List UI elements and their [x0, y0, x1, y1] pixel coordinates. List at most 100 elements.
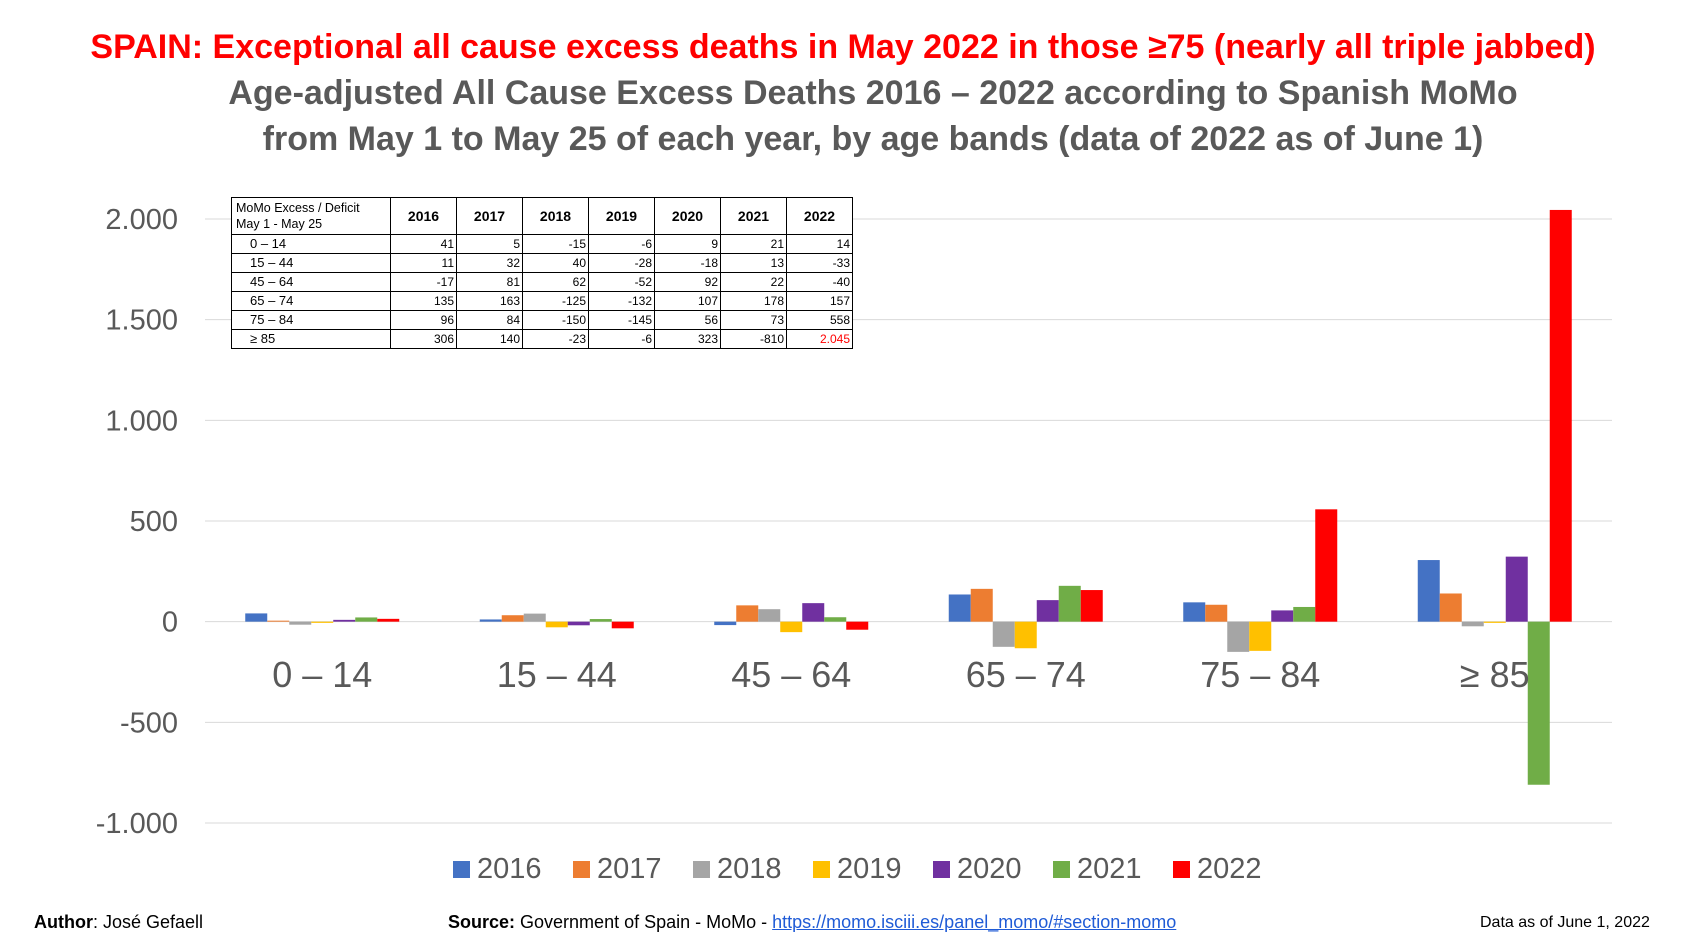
legend-label: 2020	[957, 853, 1022, 885]
y-tick-label: 1.000	[105, 405, 178, 437]
table-cell: 56	[654, 310, 721, 330]
x-category-label: 75 – 84	[1200, 654, 1320, 695]
table-cell: 5	[456, 234, 523, 254]
bar-2019	[311, 621, 334, 623]
table-header-line2: May 1 - May 25	[236, 217, 323, 231]
table-cell: 96	[390, 310, 457, 330]
table-cell: 11	[390, 253, 457, 273]
bar-2022	[611, 621, 634, 629]
table-year-header: 2020	[654, 197, 721, 235]
legend-label: 2022	[1197, 853, 1262, 885]
table-cell: -40	[786, 272, 853, 292]
author-name: : José Gefaell	[92, 912, 204, 932]
bar-2016	[1183, 602, 1206, 622]
bar-2021	[1527, 621, 1550, 785]
legend-swatch-2017	[573, 861, 590, 878]
table-cell: 41	[390, 234, 457, 254]
legend-swatch-2016	[453, 861, 470, 878]
y-tick-label: 1.500	[105, 305, 178, 337]
bar-2021	[1058, 585, 1081, 622]
legend-swatch-2020	[933, 861, 950, 878]
bar-2016	[714, 621, 737, 626]
table-year-header: 2017	[456, 197, 523, 235]
bar-2022	[1315, 509, 1338, 622]
table-cell: 32	[456, 253, 523, 273]
table-year-header: 2018	[522, 197, 589, 235]
bar-2018	[1461, 621, 1484, 627]
table-cell: 92	[654, 272, 721, 292]
author-label: Author	[34, 912, 93, 932]
table-cell: 140	[456, 329, 523, 349]
x-category-label: 15 – 44	[497, 654, 617, 695]
table-row-label: 15 – 44	[231, 253, 391, 273]
bar-2017	[970, 588, 993, 622]
source-credit: Source: Government of Spain - MoMo - htt…	[448, 912, 1176, 933]
table-cell: 9	[654, 234, 721, 254]
legend-label: 2021	[1077, 853, 1142, 885]
bar-2019	[1483, 621, 1506, 623]
table-year-header: 2021	[720, 197, 787, 235]
bar-2022	[377, 618, 400, 622]
table-cell: 21	[720, 234, 787, 254]
bar-2022	[1549, 209, 1572, 622]
table-row: 75 – 84 96 84 -150 -145 56 73 558	[231, 310, 853, 330]
bar-2017	[501, 615, 524, 622]
table-cell: -6	[588, 234, 655, 254]
table-row: 65 – 74 135 163 -125 -132 107 178 157	[231, 291, 853, 311]
bar-2021	[824, 617, 847, 622]
bar-2016	[479, 619, 502, 622]
table-year-header: 2022	[786, 197, 853, 235]
legend-swatch-2019	[813, 861, 830, 878]
table-cell: -17	[390, 272, 457, 292]
table-row-label: ≥ 85	[231, 329, 391, 349]
bar-2018	[758, 609, 781, 622]
bar-2019	[545, 621, 568, 628]
source-link[interactable]: https://momo.isciii.es/panel_momo/#secti…	[772, 912, 1177, 932]
chart-subtitle-2: from May 1 to May 25 of each year, by ag…	[262, 120, 1484, 158]
table-cell: -23	[522, 329, 589, 349]
legend-label: 2018	[717, 853, 782, 885]
table-row-label: 45 – 64	[231, 272, 391, 292]
y-tick-label: 2.000	[105, 204, 178, 236]
legend-label: 2017	[597, 853, 662, 885]
table-cell: 2.045	[786, 329, 853, 349]
chart-subtitle-1: Age-adjusted All Cause Excess Deaths 201…	[228, 74, 1518, 112]
table-cell: 40	[522, 253, 589, 273]
bar-2019	[1014, 621, 1037, 649]
y-tick-label: 500	[130, 506, 178, 538]
bar-2022	[846, 621, 869, 630]
table-row: ≥ 85 306 140 -23 -6 323 -810 2.045	[231, 329, 853, 349]
bar-2021	[589, 619, 612, 622]
table-row: 0 – 14 41 5 -15 -6 9 21 14	[231, 234, 853, 254]
bar-2020	[802, 603, 825, 622]
legend-label: 2019	[837, 853, 902, 885]
x-category-label: ≥ 85	[1460, 654, 1530, 695]
table-row-label: 75 – 84	[231, 310, 391, 330]
table-cell: 73	[720, 310, 787, 330]
bar-2020	[1036, 600, 1059, 622]
table-cell: 323	[654, 329, 721, 349]
table-cell: -125	[522, 291, 589, 311]
table-cell: 157	[786, 291, 853, 311]
bar-2017	[736, 605, 759, 622]
bar-2016	[1417, 560, 1440, 622]
table-row: 15 – 44 11 32 40 -28 -18 13 -33	[231, 253, 853, 273]
table-cell: -28	[588, 253, 655, 273]
bar-2019	[780, 621, 803, 633]
table-cell: -810	[720, 329, 787, 349]
table-row-label: 65 – 74	[231, 291, 391, 311]
table-cell: 163	[456, 291, 523, 311]
legend-swatch-2022	[1173, 861, 1190, 878]
bar-2017	[1439, 593, 1462, 622]
table-cell: 81	[456, 272, 523, 292]
table-cell: 14	[786, 234, 853, 254]
bar-2021	[1293, 606, 1316, 622]
table-cell: 22	[720, 272, 787, 292]
legend-label: 2016	[477, 853, 542, 885]
chart-title-main: SPAIN: Exceptional all cause excess deat…	[90, 28, 1596, 66]
table-cell: -145	[588, 310, 655, 330]
bar-2018	[523, 613, 546, 622]
x-category-label: 0 – 14	[272, 654, 372, 695]
data-date-note: Data as of June 1, 2022	[1480, 914, 1650, 931]
bar-2018	[992, 621, 1015, 647]
